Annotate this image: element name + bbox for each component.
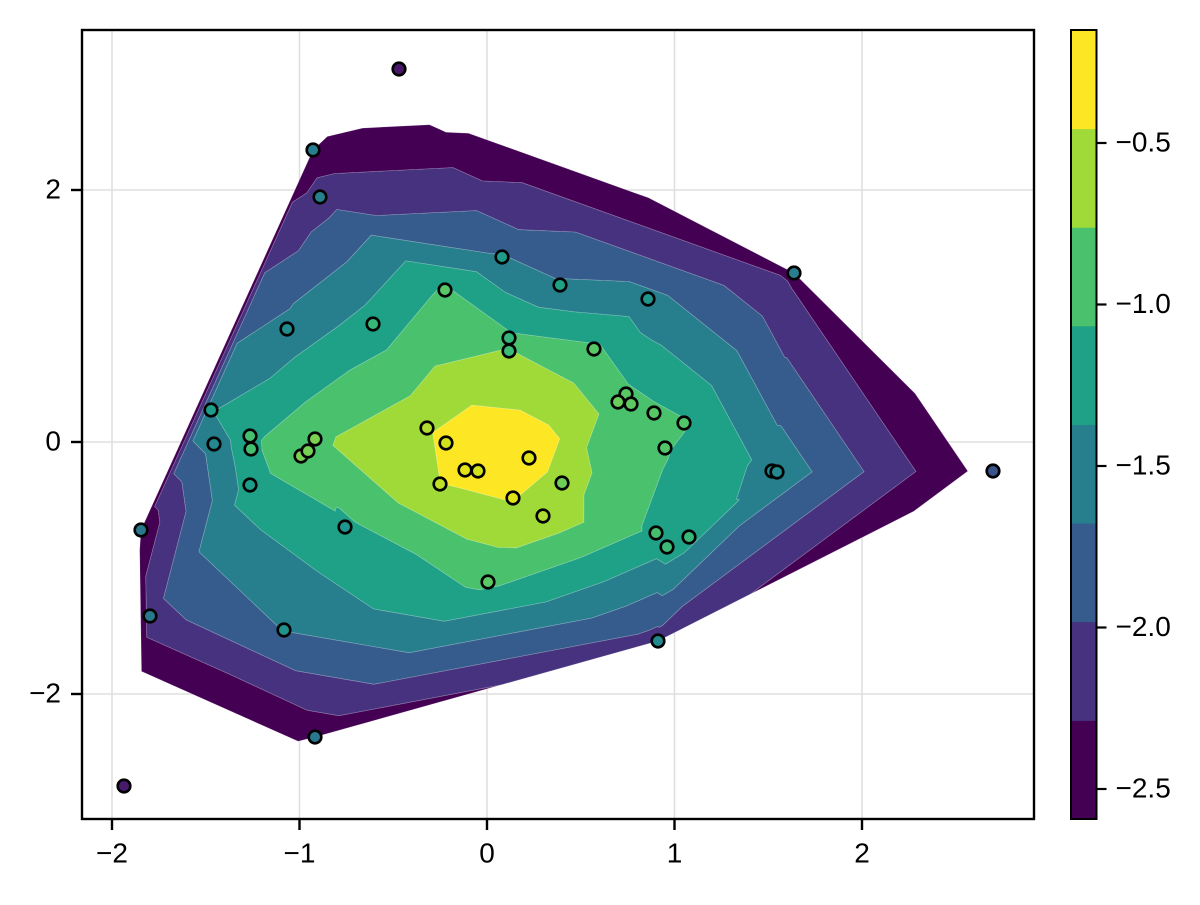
svg-text:−2.0: −2.0 <box>1116 611 1171 642</box>
svg-text:−2: −2 <box>29 677 61 708</box>
svg-text:1: 1 <box>667 837 683 868</box>
svg-text:−1.5: −1.5 <box>1116 449 1171 480</box>
svg-text:0: 0 <box>479 837 495 868</box>
svg-text:2: 2 <box>45 173 61 204</box>
svg-text:−1.0: −1.0 <box>1116 288 1171 319</box>
svg-text:−2.5: −2.5 <box>1116 772 1171 803</box>
svg-text:−2: −2 <box>96 837 128 868</box>
svg-text:−1: −1 <box>284 837 316 868</box>
svg-text:0: 0 <box>45 425 61 456</box>
svg-text:2: 2 <box>854 837 870 868</box>
svg-text:−0.5: −0.5 <box>1116 126 1171 157</box>
